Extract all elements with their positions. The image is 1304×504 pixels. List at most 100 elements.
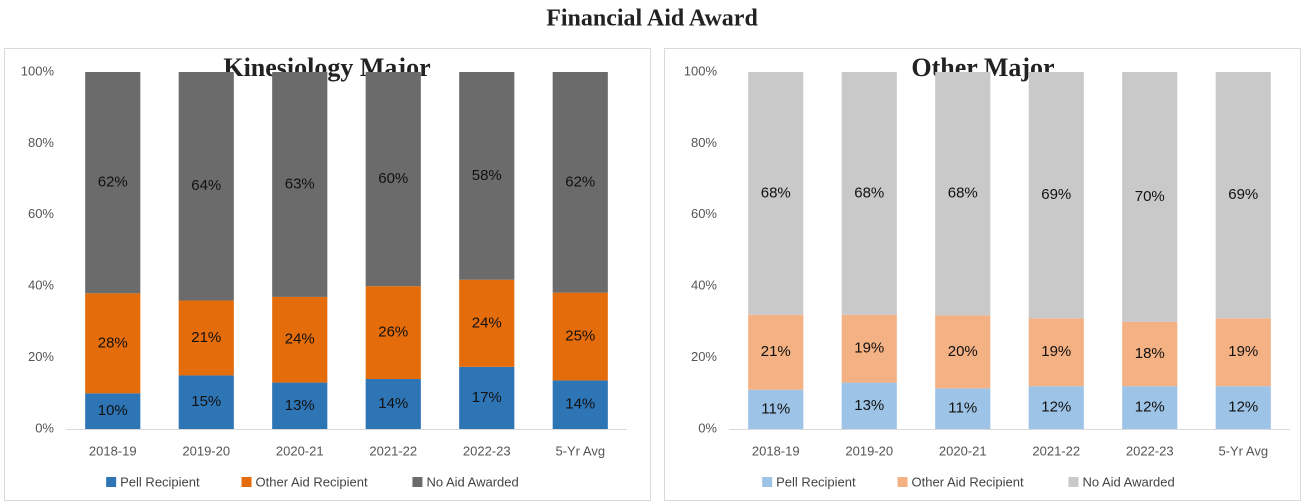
legend-swatch <box>106 477 117 487</box>
bar-segment <box>459 72 515 280</box>
data-label: 21% <box>191 329 221 346</box>
bar-segment <box>748 314 804 390</box>
y-tick-label: 20% <box>691 349 717 364</box>
data-label: 28% <box>98 334 128 351</box>
data-label: 24% <box>472 314 502 331</box>
panel-frame <box>664 48 1301 501</box>
data-label: 10% <box>98 402 128 419</box>
y-tick-label: 0% <box>35 420 54 435</box>
bar-segment <box>552 380 608 429</box>
data-label: 19% <box>1041 343 1071 360</box>
x-tick-label: 2021-22 <box>369 443 417 458</box>
bar-segment <box>365 72 421 287</box>
data-label: 14% <box>565 396 595 413</box>
data-label: 62% <box>98 174 128 191</box>
bar-segment <box>1215 318 1271 387</box>
x-tick-label: 2019-20 <box>182 443 230 458</box>
y-tick-label: 0% <box>698 420 717 435</box>
x-tick-label: 2020-21 <box>276 443 324 458</box>
data-label: 70% <box>1135 188 1165 205</box>
bar-segment <box>935 72 991 316</box>
data-label: 63% <box>285 175 315 192</box>
data-label: 69% <box>1228 186 1258 203</box>
bar-segment <box>1215 72 1271 319</box>
data-label: 19% <box>1228 343 1258 360</box>
bar-segment <box>935 315 991 389</box>
bar-segment <box>1028 72 1084 319</box>
x-tick-label: 5-Yr Avg <box>1218 443 1268 458</box>
data-label: 24% <box>285 331 315 348</box>
bar-segment <box>1028 318 1084 387</box>
legend-swatch <box>412 477 423 487</box>
panel-frame <box>4 48 651 501</box>
y-tick-label: 40% <box>691 278 717 293</box>
data-label: 19% <box>854 340 884 357</box>
bar-segment <box>1028 386 1084 429</box>
data-label: 13% <box>285 397 315 414</box>
bar-segment <box>841 314 897 383</box>
legend-swatch <box>762 477 773 487</box>
data-label: 64% <box>191 177 221 194</box>
bar-segment <box>1122 321 1178 387</box>
legend-label: Pell Recipient <box>776 474 856 489</box>
y-tick-label: 80% <box>28 135 54 150</box>
data-label: 68% <box>948 185 978 202</box>
data-label: 11% <box>948 400 977 417</box>
x-tick-label: 2022-23 <box>1126 443 1174 458</box>
data-label: 12% <box>1041 399 1071 416</box>
data-label: 14% <box>378 395 408 412</box>
bar-segment <box>272 296 328 383</box>
data-label: 58% <box>472 167 502 184</box>
legend-swatch <box>1068 477 1079 487</box>
bar-segment <box>1122 386 1178 429</box>
data-label: 26% <box>378 324 408 341</box>
bar-segment <box>365 379 421 429</box>
y-tick-label: 100% <box>21 63 55 78</box>
data-label: 18% <box>1135 345 1165 362</box>
legend-label: Other Aid Recipient <box>256 474 368 489</box>
bar-segment <box>178 375 234 429</box>
x-tick-label: 2022-23 <box>463 443 511 458</box>
bar-segment <box>552 292 608 381</box>
data-label: 11% <box>761 400 790 417</box>
data-label: 17% <box>472 389 502 406</box>
x-tick-label: 2019-20 <box>845 443 893 458</box>
page-title: Financial Aid Award <box>546 6 758 32</box>
data-label: 12% <box>1228 399 1258 416</box>
bar-segment <box>459 366 515 429</box>
data-label: 13% <box>854 397 884 414</box>
x-tick-label: 2018-19 <box>89 443 137 458</box>
bar-segment <box>85 393 141 429</box>
data-label: 69% <box>1041 186 1071 203</box>
y-tick-label: 20% <box>28 349 54 364</box>
legend-label: Other Aid Recipient <box>912 474 1024 489</box>
y-tick-label: 60% <box>28 206 54 221</box>
data-label: 21% <box>761 343 791 360</box>
data-label: 20% <box>948 343 978 360</box>
legend-label: No Aid Awarded <box>1082 474 1174 489</box>
bar-segment <box>841 382 897 429</box>
data-label: 15% <box>191 393 221 410</box>
y-tick-label: 40% <box>28 278 54 293</box>
data-label: 68% <box>761 184 791 201</box>
data-label: 60% <box>378 170 408 187</box>
bar-segment <box>935 388 991 429</box>
bar-segment <box>1122 72 1178 322</box>
legend-label: No Aid Awarded <box>426 474 518 489</box>
x-tick-label: 2020-21 <box>939 443 987 458</box>
bar-segment <box>1215 386 1271 429</box>
bar-segment <box>841 72 897 315</box>
y-tick-label: 60% <box>691 206 717 221</box>
bar-segment <box>459 279 515 367</box>
bar-segment <box>748 72 804 315</box>
bar-segment <box>365 286 421 380</box>
data-label: 62% <box>565 173 595 190</box>
bar-segment <box>85 72 141 294</box>
data-label: 25% <box>565 328 595 345</box>
bar-segment <box>178 72 234 301</box>
legend-swatch <box>897 477 908 487</box>
data-label: 68% <box>854 184 884 201</box>
x-tick-label: 2018-19 <box>752 443 800 458</box>
data-label: 12% <box>1135 399 1165 416</box>
